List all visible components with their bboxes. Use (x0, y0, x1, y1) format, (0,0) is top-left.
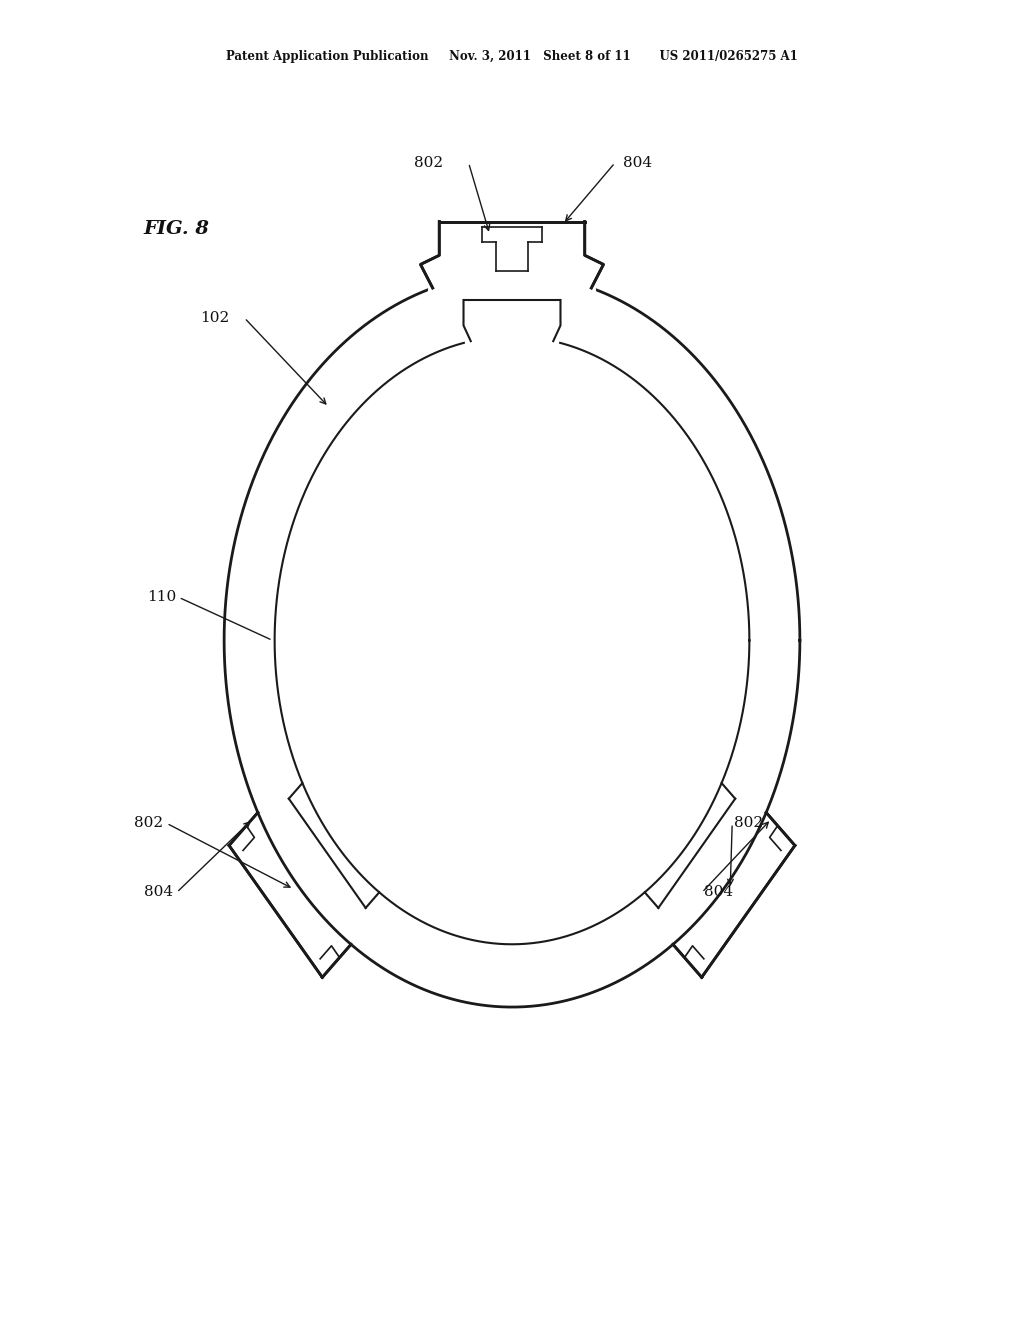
Text: 802: 802 (134, 816, 164, 830)
Text: 110: 110 (147, 590, 177, 605)
Polygon shape (227, 816, 348, 979)
Text: 802: 802 (414, 156, 443, 170)
Text: 804: 804 (703, 886, 733, 899)
Text: 802: 802 (734, 816, 763, 830)
Polygon shape (457, 293, 567, 347)
Text: Patent Application Publication     Nov. 3, 2011   Sheet 8 of 11       US 2011/02: Patent Application Publication Nov. 3, 2… (226, 50, 798, 63)
Polygon shape (428, 215, 596, 294)
Text: 804: 804 (144, 886, 174, 899)
Text: 102: 102 (200, 310, 229, 325)
Text: FIG. 8: FIG. 8 (143, 220, 209, 238)
Polygon shape (676, 816, 797, 979)
Text: 804: 804 (624, 156, 652, 170)
